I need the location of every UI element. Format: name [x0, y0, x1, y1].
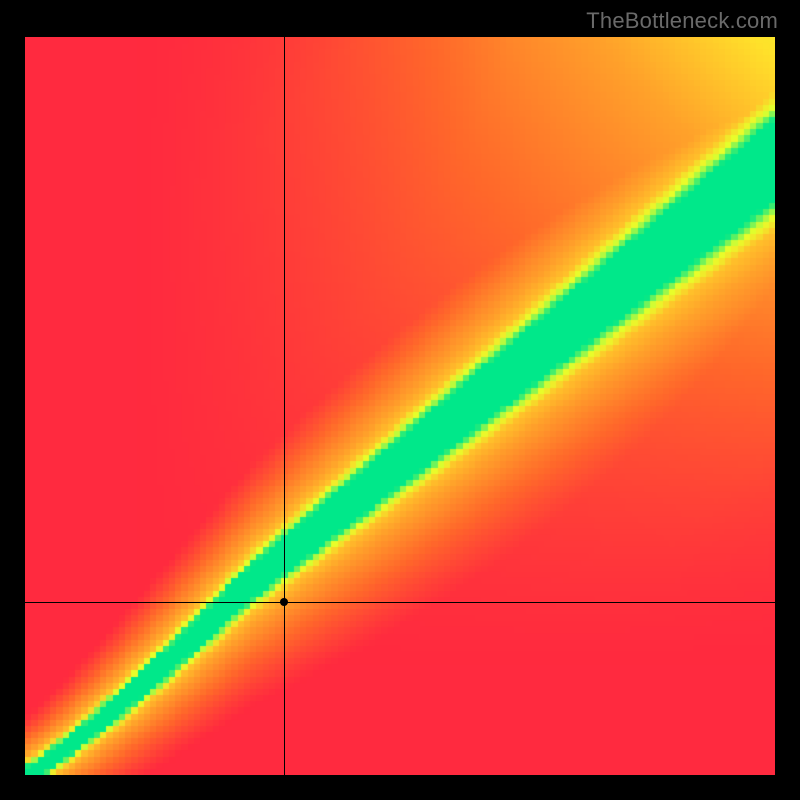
- crosshair-vertical: [284, 37, 285, 775]
- plot-area: [25, 37, 775, 775]
- chart-container: TheBottleneck.com: [0, 0, 800, 800]
- selected-point: [280, 598, 288, 606]
- crosshair-horizontal: [25, 602, 775, 603]
- heatmap-canvas: [25, 37, 775, 775]
- watermark-text: TheBottleneck.com: [586, 8, 778, 34]
